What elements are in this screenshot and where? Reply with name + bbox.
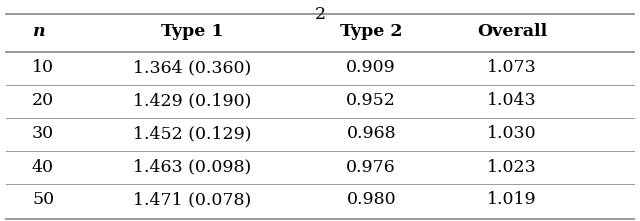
- Text: 40: 40: [32, 158, 54, 175]
- Text: 1.023: 1.023: [487, 158, 537, 175]
- Text: 0.976: 0.976: [346, 158, 396, 175]
- Text: Type 2: Type 2: [340, 23, 403, 40]
- Text: 1.463 (0.098): 1.463 (0.098): [133, 158, 251, 175]
- Text: 1.073: 1.073: [487, 59, 537, 76]
- Text: 0.952: 0.952: [346, 93, 396, 109]
- Text: 20: 20: [32, 93, 54, 109]
- Text: 1.364 (0.360): 1.364 (0.360): [133, 59, 251, 76]
- Text: 1.452 (0.129): 1.452 (0.129): [132, 126, 252, 143]
- Text: 1.043: 1.043: [487, 93, 537, 109]
- Text: 0.980: 0.980: [346, 192, 396, 208]
- Text: 1.429 (0.190): 1.429 (0.190): [133, 93, 251, 109]
- Text: 50: 50: [32, 192, 54, 208]
- Text: 2: 2: [314, 6, 326, 23]
- Text: Type 1: Type 1: [161, 23, 223, 40]
- Text: n: n: [32, 23, 45, 40]
- Text: Overall: Overall: [477, 23, 547, 40]
- Text: 1.471 (0.078): 1.471 (0.078): [133, 192, 251, 208]
- Text: 0.968: 0.968: [346, 126, 396, 143]
- Text: 0.909: 0.909: [346, 59, 396, 76]
- Text: 1.019: 1.019: [487, 192, 537, 208]
- Text: 1.030: 1.030: [487, 126, 537, 143]
- Text: 30: 30: [32, 126, 54, 143]
- Text: 10: 10: [32, 59, 54, 76]
